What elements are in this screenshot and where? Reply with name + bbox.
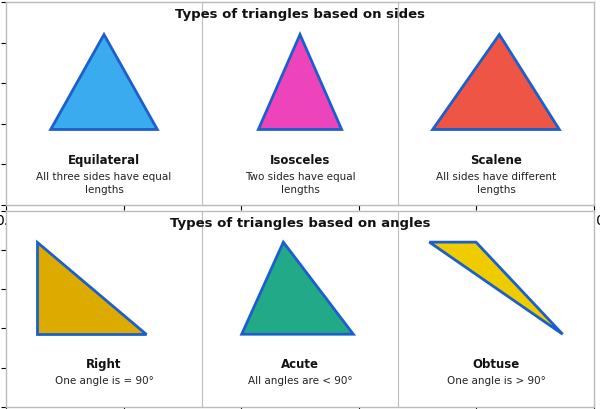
Text: Two sides have equal
lengths: Two sides have equal lengths — [245, 172, 355, 196]
Text: Types of triangles based on angles: Types of triangles based on angles — [170, 216, 430, 229]
Text: Isosceles: Isosceles — [270, 154, 330, 167]
Polygon shape — [430, 242, 563, 334]
Text: Right: Right — [86, 358, 122, 371]
Polygon shape — [242, 242, 353, 334]
Text: Types of triangles based on sides: Types of triangles based on sides — [175, 8, 425, 21]
Text: Equilateral: Equilateral — [68, 154, 140, 167]
Text: Obtuse: Obtuse — [472, 358, 520, 371]
Text: Acute: Acute — [281, 358, 319, 371]
Text: One angle is > 90°: One angle is > 90° — [446, 375, 545, 386]
Text: Scalene: Scalene — [470, 154, 522, 167]
Polygon shape — [259, 34, 341, 130]
Text: All angles are < 90°: All angles are < 90° — [248, 375, 352, 386]
Polygon shape — [433, 34, 559, 130]
Polygon shape — [50, 34, 157, 130]
Text: All sides have different
lengths: All sides have different lengths — [436, 172, 556, 196]
Text: All three sides have equal
lengths: All three sides have equal lengths — [37, 172, 172, 196]
Text: One angle is = 90°: One angle is = 90° — [55, 375, 154, 386]
Polygon shape — [37, 242, 146, 334]
